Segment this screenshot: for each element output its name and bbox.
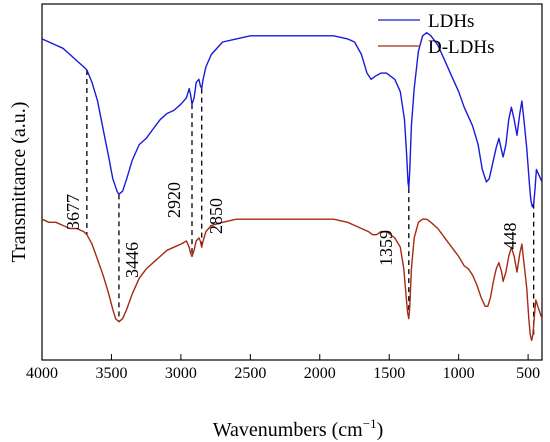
annotation-labels: 3677 3446 2920 2850 1359 448 <box>63 182 520 278</box>
annotation-lines <box>86 69 535 338</box>
x-tick-label: 2000 <box>304 365 336 382</box>
legend-label-d-ldhs: D-LDHs <box>428 37 495 58</box>
series-lines <box>41 32 543 342</box>
y-axis-title: Transmittance (a.u.) <box>8 102 30 263</box>
x-tick-label: 3000 <box>165 365 197 382</box>
x-axis-title-close: ) <box>377 419 384 441</box>
legend: LDHs D-LDHs <box>378 11 495 58</box>
series-line-ldhs <box>41 32 543 208</box>
x-tick-label: 2500 <box>234 365 266 382</box>
series-line-d-ldhs <box>41 218 543 342</box>
annotation-label-2920: 2920 <box>164 182 184 218</box>
x-tick-label: 1000 <box>443 365 475 382</box>
x-tick-label: 1500 <box>373 365 405 382</box>
annotation-label-1359: 1359 <box>376 230 396 266</box>
legend-label-ldhs: LDHs <box>428 11 474 32</box>
annotation-label-2850: 2850 <box>206 198 226 234</box>
x-axis-title: Wavenumbers (cm−1) <box>213 416 384 441</box>
x-tick-label: 3500 <box>95 365 127 382</box>
annotation-label-3677: 3677 <box>63 194 83 230</box>
x-tick-label: 500 <box>516 365 540 382</box>
x-tick-label: 4000 <box>26 365 58 382</box>
plot-frame <box>41 3 543 361</box>
annotation-label-3446: 3446 <box>122 242 142 278</box>
x-axis-title-main: Wavenumbers (cm <box>213 419 363 441</box>
x-axis-title-superscript: −1 <box>363 416 377 431</box>
x-axis-ticks: 4000 3500 3000 2500 2000 1500 1000 500 <box>26 354 540 382</box>
annotation-label-448: 448 <box>500 223 520 250</box>
